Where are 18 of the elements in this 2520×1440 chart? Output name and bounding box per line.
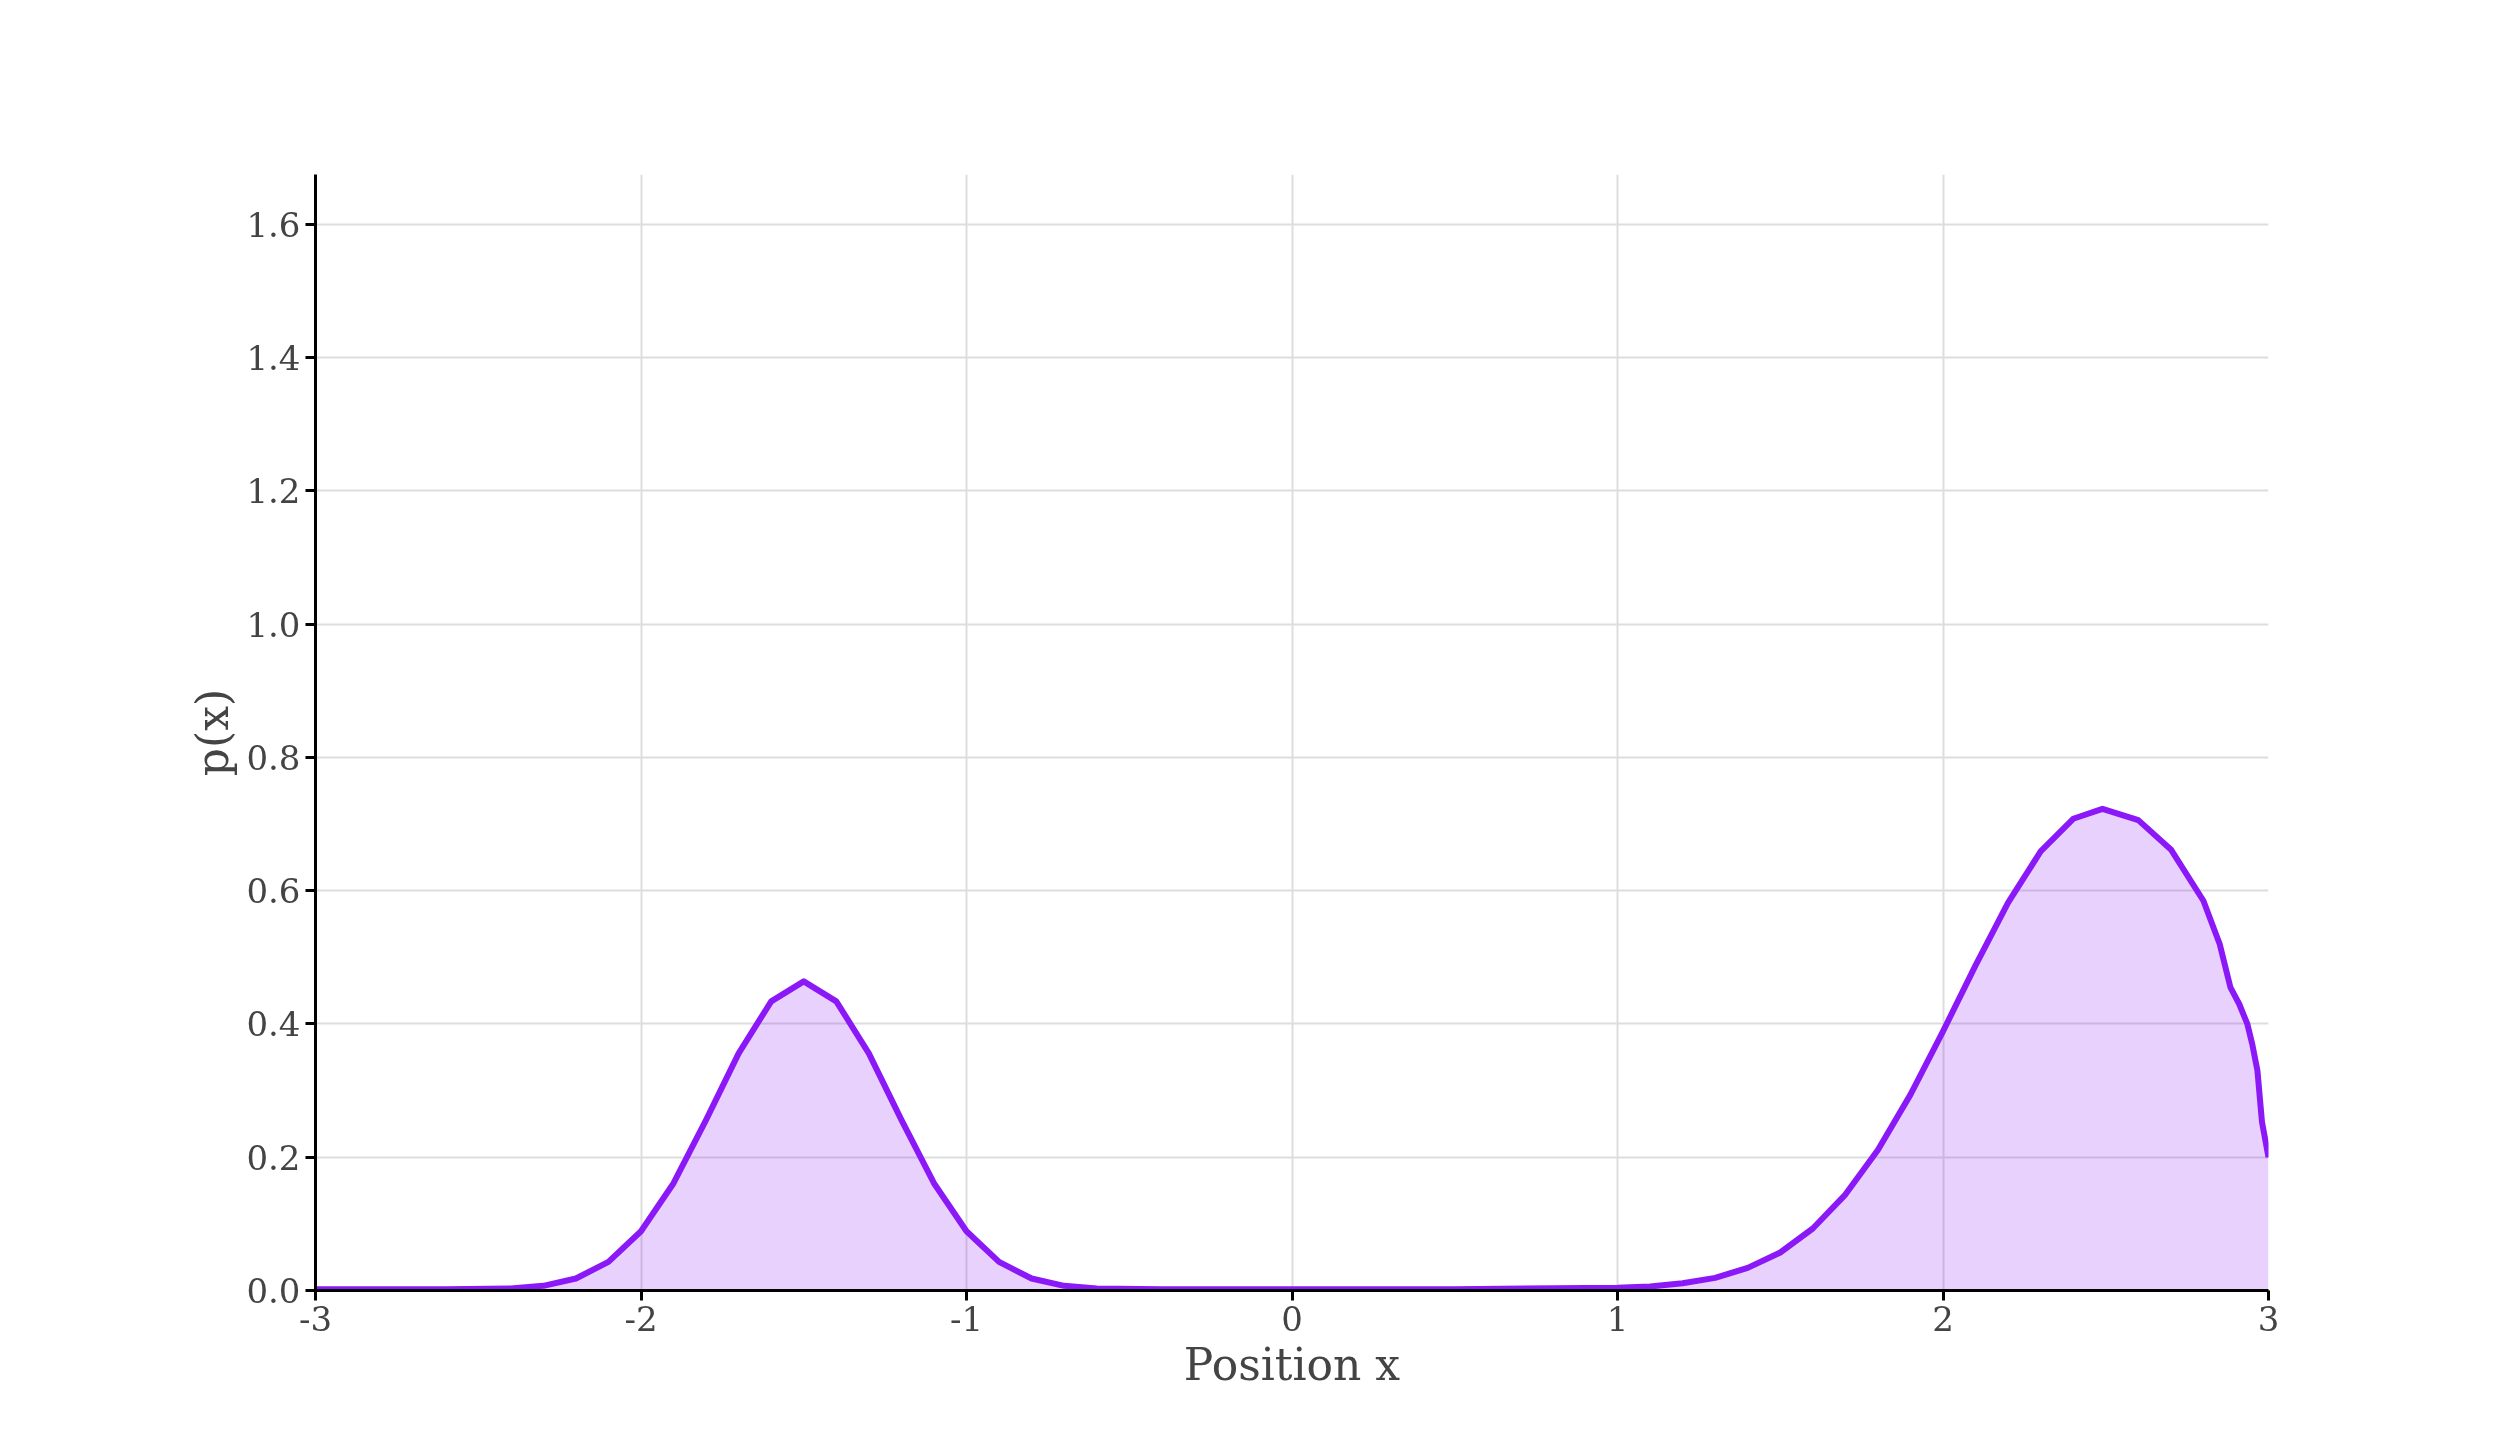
x-tick-label: 3: [2257, 1298, 2280, 1339]
y-axis-title: p(x): [187, 688, 239, 777]
x-tick-label: 2: [1932, 1298, 1954, 1339]
y-tick-label: 0.0: [246, 1271, 301, 1311]
y-tick-label: 1.4: [246, 338, 301, 379]
x-tick-label: -2: [624, 1298, 658, 1339]
y-tick-label: 0.8: [246, 737, 301, 778]
x-axis-title: Position x: [1183, 1338, 1401, 1390]
x-tick-label: 0: [1281, 1298, 1303, 1339]
x-tick-label: -3: [298, 1298, 333, 1339]
y-tick-label: 1.2: [246, 471, 301, 512]
x-tick-label: 1: [1606, 1298, 1629, 1339]
x-tick-label: -1: [949, 1298, 984, 1339]
y-tick-label: 1.0: [246, 604, 301, 645]
y-tick-label: 0.6: [246, 871, 301, 912]
y-tick-label: 0.2: [246, 1137, 301, 1178]
y-tick-label: 1.6: [246, 204, 301, 245]
y-tick-label: 0.4: [246, 1004, 301, 1045]
